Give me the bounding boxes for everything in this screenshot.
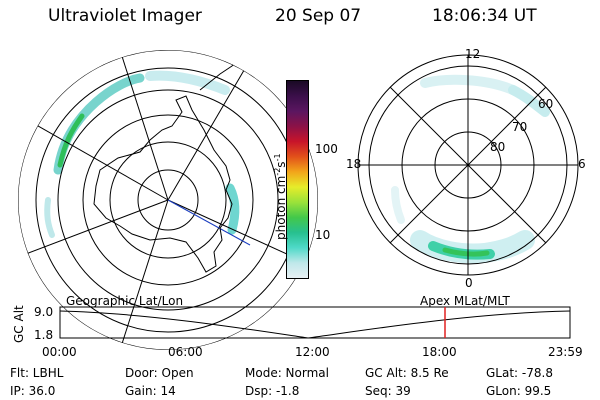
mlat-label-80: 80 xyxy=(490,140,506,154)
mlat-label-70: 70 xyxy=(512,120,528,134)
mlt-label-18: 18 xyxy=(346,157,362,171)
altitude-plot xyxy=(59,306,571,339)
colorbar xyxy=(286,80,309,279)
antarctica-outline xyxy=(93,95,233,273)
x-tick-0000: 00:00 xyxy=(42,345,77,359)
orbit-track xyxy=(167,199,251,246)
apex-mlat-mlt-label: Apex MLat/MLT xyxy=(420,294,510,308)
x-tick-0600: 06:00 xyxy=(168,345,203,359)
x-tick-1800: 18:00 xyxy=(422,345,457,359)
geographic-latlon-label: Geographic Lat/Lon xyxy=(66,294,184,308)
door-info: Door: Open xyxy=(125,366,194,380)
y-tick-top: 9.0 xyxy=(34,305,54,319)
mode-info: Mode: Normal xyxy=(245,366,329,380)
dsp-info: Dsp: -1.8 xyxy=(245,384,300,398)
aurora-oval-geo xyxy=(53,73,145,175)
x-tick-2359: 23:59 xyxy=(548,345,583,359)
y-tick-bottom: 1.8 xyxy=(34,328,54,342)
ip-info: IP: 36.0 xyxy=(10,384,56,398)
magnetic-polar-plot xyxy=(357,54,579,276)
geographic-map xyxy=(18,50,318,350)
mlat-label-60: 60 xyxy=(538,97,554,111)
time-label: 18:06:34 UT xyxy=(432,6,537,26)
instrument-title: Ultraviolet Imager xyxy=(48,6,202,26)
glon-info: GLon: 99.5 xyxy=(486,384,552,398)
gc-alt-info: GC Alt: 8.5 Re xyxy=(365,366,449,380)
colorbar-unit-label: photon cm-2s-1 xyxy=(273,153,288,240)
colorbar-tick-10: 10 xyxy=(315,228,331,242)
gc-alt-axis-title: GC Alt xyxy=(12,305,26,343)
filter-info: Flt: LBHL xyxy=(10,366,64,380)
mlt-label-12: 12 xyxy=(465,47,481,61)
x-tick-1200: 12:00 xyxy=(295,345,330,359)
seq-info: Seq: 39 xyxy=(365,384,411,398)
colorbar-tick-100: 100 xyxy=(315,142,338,156)
glat-info: GLat: -78.8 xyxy=(486,366,553,380)
date-label: 20 Sep 07 xyxy=(275,6,362,26)
gain-info: Gain: 14 xyxy=(125,384,176,398)
mlt-label-0: 0 xyxy=(465,276,473,290)
mlt-label-6: 6 xyxy=(578,157,586,171)
